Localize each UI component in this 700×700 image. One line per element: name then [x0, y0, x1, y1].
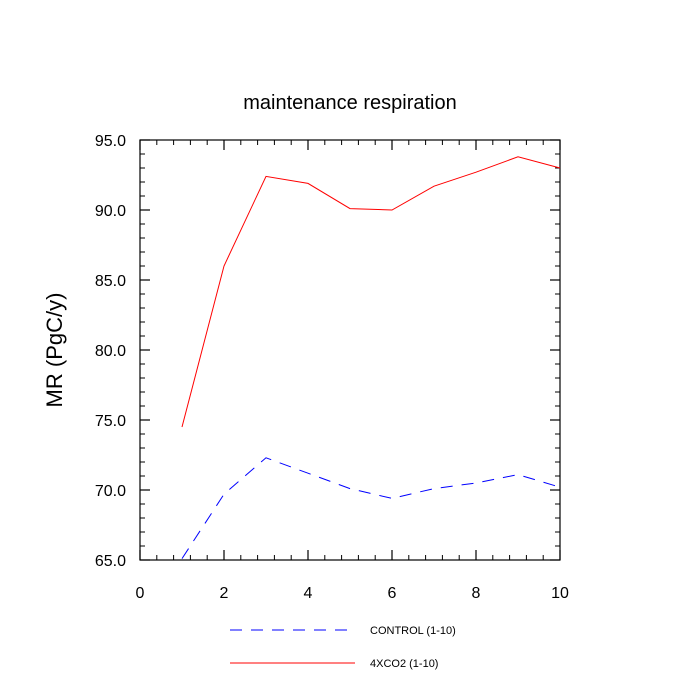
x-tick-label: 8 — [472, 585, 481, 602]
y-tick-label: 90.0 — [95, 203, 126, 220]
legend: CONTROL (1-10) 4XCO2 (1-10) — [230, 625, 456, 670]
y-tick-label: 80.0 — [95, 343, 126, 360]
x-tick-label: 10 — [551, 585, 569, 602]
x-tick-label: 0 — [136, 585, 145, 602]
x-tick-label: 6 — [388, 585, 397, 602]
y-tick-label: 75.0 — [95, 413, 126, 430]
series-line-4xco2-1-10 — [181, 156, 561, 428]
y-axis-label: MR (PgC/y) — [42, 293, 67, 408]
x-tick-label: 4 — [304, 585, 313, 602]
y-tick-label: 95.0 — [95, 133, 126, 150]
y-tick-label: 65.0 — [95, 553, 126, 570]
legend-label-4xco2-1-10: 4XCO2 (1-10) — [370, 658, 438, 670]
plot-area: 0 2 4 6 8 10 65.0 70.0 75.0 80.0 85.0 90.0 95.0 — [95, 133, 569, 602]
x-tick-label: 2 — [220, 585, 229, 602]
legend-label-control-1-10: CONTROL (1-10) — [370, 625, 456, 637]
chart-title: maintenance respiration — [243, 92, 456, 114]
y-tick-label: 70.0 — [95, 483, 126, 500]
y-tick-label: 85.0 — [95, 273, 126, 290]
series-line-control-1-10 — [181, 457, 561, 559]
plot-frame — [139, 139, 561, 561]
